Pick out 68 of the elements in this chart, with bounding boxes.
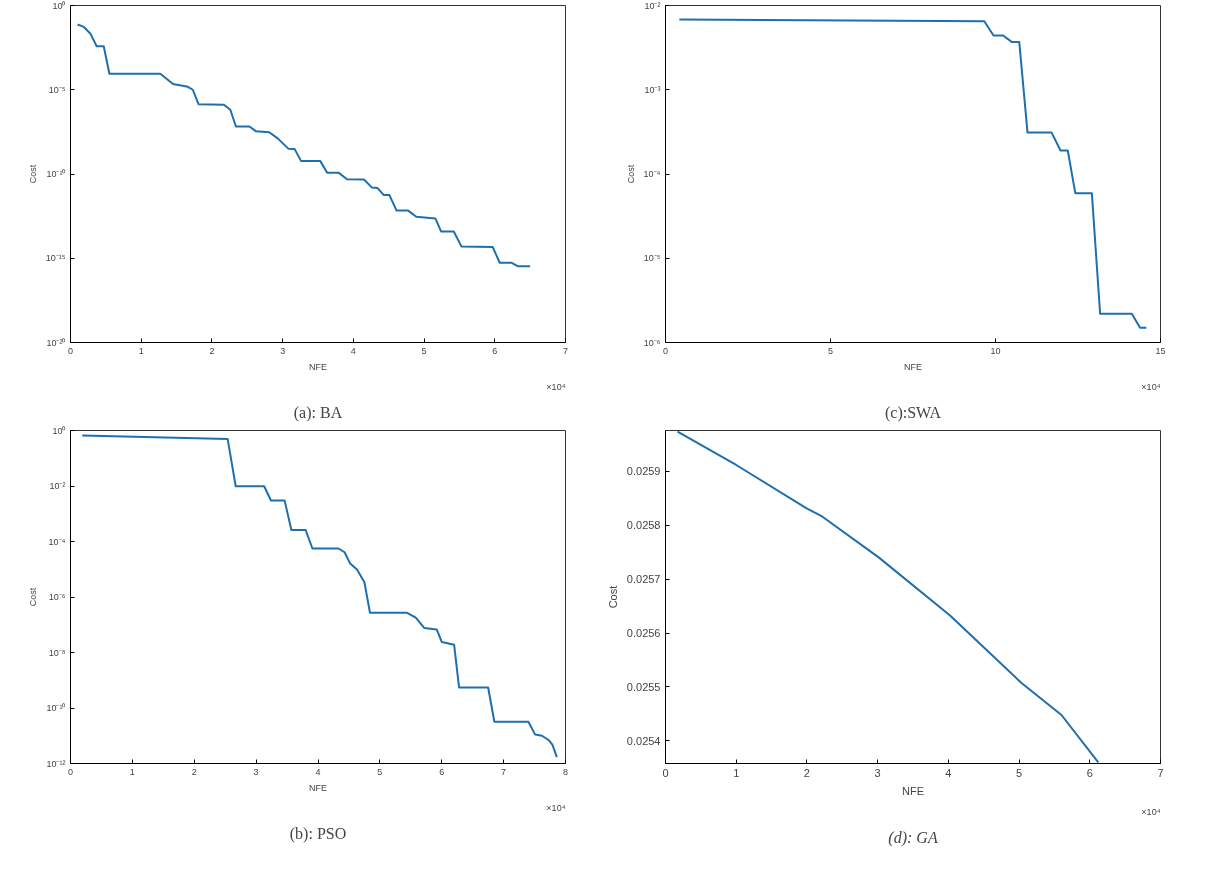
- x-tick-label: 3: [253, 766, 259, 777]
- x-tick-label: 2: [803, 766, 810, 779]
- x-tick-label: 0: [68, 345, 74, 356]
- y-tick-label: 0.0259: [626, 465, 661, 478]
- y-axis-title: Cost: [625, 164, 636, 184]
- text: ×10⁴: [1141, 381, 1161, 392]
- x-tick-label: 5: [828, 345, 834, 356]
- y-tick-label: 10⁻⁵: [643, 253, 661, 264]
- x-tick-label: 5: [421, 345, 427, 356]
- x-tick-label: 1: [138, 345, 144, 356]
- y-axis-title: Cost: [27, 164, 38, 184]
- x-tick-label: 3: [874, 766, 881, 779]
- text: ×10⁴: [546, 381, 566, 392]
- x-tick-label: 5: [1016, 766, 1023, 779]
- x-axis-title: NFE: [309, 361, 327, 372]
- x-tick-label: 0: [663, 345, 669, 356]
- y-axis-title: Cost: [28, 587, 39, 607]
- y-tick-label: 10⁻¹⁰: [46, 169, 66, 179]
- text: (d): GA: [888, 828, 938, 847]
- x-axis-title: NFE: [309, 782, 327, 793]
- y-tick-label: 10⁻⁸: [48, 647, 66, 658]
- x-tick-label: 4: [315, 766, 321, 777]
- x-tick-label: 6: [439, 766, 445, 777]
- y-axis-title: Cost: [606, 585, 619, 609]
- y-tick-label: 0.0255: [626, 680, 661, 693]
- x-tick-label: 15: [1155, 345, 1166, 356]
- x-tick-label: 5: [377, 766, 383, 777]
- y-tick-label: 10⁻⁶: [643, 337, 661, 348]
- x-tick-label: 6: [492, 345, 498, 356]
- x-tick-label: 4: [350, 345, 356, 356]
- x-tick-label: 7: [563, 345, 569, 356]
- y-tick-label: 0.0257: [626, 573, 661, 586]
- y-tick-label: 10⁻¹⁵: [45, 253, 66, 264]
- y-tick-label: 10⁻²: [644, 0, 661, 11]
- x-tick-label: 2: [209, 345, 215, 356]
- x-tick-label: 1: [733, 766, 740, 779]
- x-tick-label: 0: [662, 766, 669, 779]
- y-tick-label: 10⁻⁴: [643, 169, 661, 179]
- x-tick-label: 8: [563, 766, 569, 777]
- y-tick-label: 10⁻⁴: [48, 536, 66, 547]
- x-tick-label: 7: [1157, 766, 1164, 779]
- y-tick-label: 0.0254: [626, 734, 661, 747]
- x-tick-label: 7: [501, 766, 507, 777]
- y-tick-label: 10⁻¹⁰: [46, 703, 66, 713]
- y-tick-label: 0.0256: [626, 627, 661, 640]
- y-tick-label: 10⁰: [52, 425, 66, 436]
- text: ×10⁴: [546, 802, 566, 813]
- y-tick-label: 10⁻⁶: [48, 592, 66, 602]
- x-tick-label: 6: [1086, 766, 1093, 779]
- text: (a): BA: [293, 403, 343, 422]
- y-tick-label: 0.0258: [626, 519, 661, 532]
- text: (b): PSO: [289, 824, 347, 843]
- x-tick-label: 2: [191, 766, 197, 777]
- text: ×10⁴: [1141, 806, 1161, 817]
- x-tick-label: 0: [68, 766, 74, 777]
- x-axis-title: NFE: [904, 361, 922, 372]
- text: (c):SWA: [885, 403, 942, 422]
- x-axis-title: NFE: [902, 784, 924, 797]
- x-tick-label: 10: [990, 345, 1001, 356]
- x-tick-label: 3: [280, 345, 286, 356]
- y-tick-label: 10⁻⁵: [48, 84, 66, 95]
- x-tick-label: 4: [945, 766, 952, 779]
- y-tick-label: 10⁻¹²: [46, 758, 66, 769]
- y-tick-label: 10⁻³: [644, 84, 661, 95]
- y-tick-label: 10⁰: [52, 0, 66, 11]
- y-tick-label: 10⁻²⁰: [46, 337, 66, 348]
- x-tick-label: 1: [129, 766, 135, 777]
- y-tick-label: 10⁻²: [49, 481, 66, 491]
